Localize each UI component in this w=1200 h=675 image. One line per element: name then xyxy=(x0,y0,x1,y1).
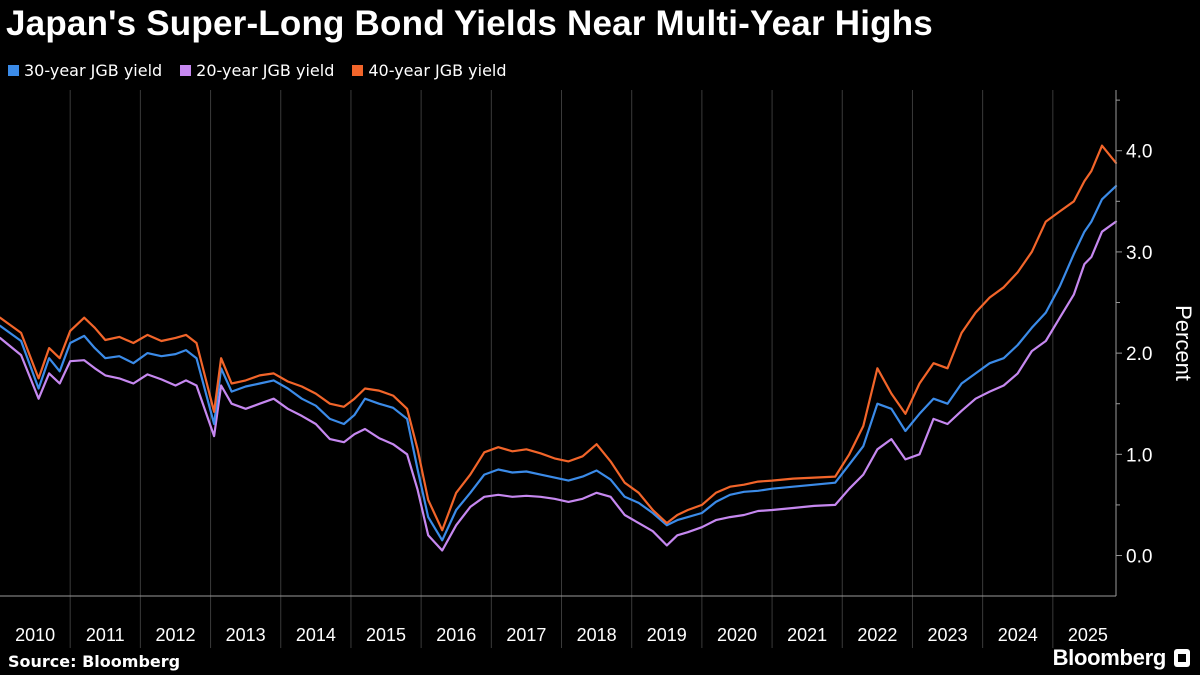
x-tick-label-2020: 2020 xyxy=(717,625,757,645)
legend-swatch-20y xyxy=(180,65,192,76)
series-line-40-year xyxy=(0,144,1118,532)
legend-item-40y: 40-year JGB yield xyxy=(352,61,507,80)
legend-swatch-40y xyxy=(352,65,364,76)
y-tick-label-1.0: 1.0 xyxy=(1126,445,1152,466)
series-line-30-year xyxy=(0,185,1118,542)
series-line-20-year xyxy=(0,220,1118,552)
legend-label-20y: 20-year JGB yield xyxy=(196,61,335,80)
x-tick-label-2015: 2015 xyxy=(366,625,406,645)
legend: 30-year JGB yield 20-year JGB yield 40-y… xyxy=(8,61,507,80)
x-tick-label-2011: 2011 xyxy=(86,625,125,645)
y-tick-label-0.0: 0.0 xyxy=(1126,547,1152,568)
x-tick-label-2018: 2018 xyxy=(577,625,617,645)
legend-label-40y: 40-year JGB yield xyxy=(368,61,507,80)
brand-name: Bloomberg xyxy=(1052,645,1167,670)
x-tick-label-2014: 2014 xyxy=(296,625,336,645)
x-tick-label-2019: 2019 xyxy=(647,625,687,645)
legend-item-20y: 20-year JGB yield xyxy=(180,61,334,80)
bloomberg-mark-icon xyxy=(1174,649,1190,667)
axis-layer: 2010 2011 2012 2013 2014 2015 2016 2017 2018 2019… xyxy=(0,90,1196,645)
legend-swatch-30y xyxy=(8,65,19,76)
x-tick-label-2016: 2016 xyxy=(436,625,476,645)
x-tick-label-2013: 2013 xyxy=(226,625,266,645)
y-tick-label-4.0: 4.0 xyxy=(1126,142,1152,163)
x-tick-label-2010: 2010 xyxy=(15,625,55,645)
chart-title: Japan's Super-Long Bond Yields Near Mult… xyxy=(6,4,933,43)
x-tick-label-2024: 2024 xyxy=(998,625,1038,645)
y-tick-label-3.0: 3.0 xyxy=(1126,243,1152,264)
x-tick-label-2012: 2012 xyxy=(155,625,195,645)
y-tick-label-2.0: 2.0 xyxy=(1126,344,1152,365)
series-layer xyxy=(0,144,1118,552)
legend-label-30y: 30-year JGB yield xyxy=(24,61,163,80)
source-note: Source: Bloomberg xyxy=(8,652,181,671)
bloomberg-logo: Bloomberg xyxy=(1053,645,1190,671)
x-tick-label-2022: 2022 xyxy=(857,625,897,645)
grid-layer xyxy=(69,90,1054,648)
legend-item-30y: 30-year JGB yield xyxy=(8,61,162,80)
x-tick-label-2025: 2025 xyxy=(1068,625,1108,645)
x-tick-label-2017: 2017 xyxy=(506,625,546,645)
x-tick-label-2023: 2023 xyxy=(928,625,968,645)
x-tick-label-2021: 2021 xyxy=(787,625,827,645)
y-axis-label: Percent xyxy=(1171,305,1196,381)
